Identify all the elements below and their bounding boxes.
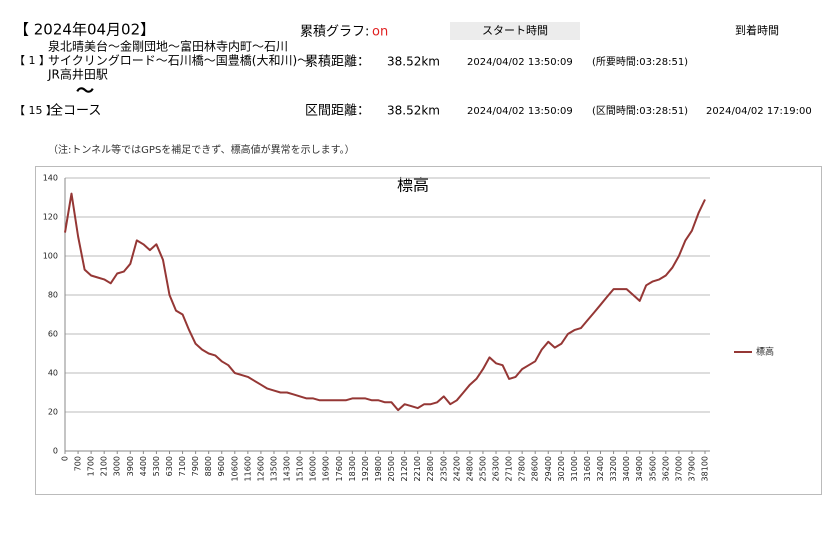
x-tick-label: 36200 <box>661 456 670 481</box>
legend-label: 標高 <box>756 346 774 358</box>
x-tick-label: 28600 <box>531 456 540 481</box>
chart-title: 標高 <box>397 176 429 195</box>
x-tick-label: 33200 <box>609 456 618 481</box>
x-tick-label: 16900 <box>322 456 331 481</box>
x-tick-label: 30200 <box>557 456 566 481</box>
duration: (区間時間:03:28:51) <box>592 105 688 117</box>
distance-label: 区間距離： <box>305 104 370 119</box>
distance-label: 累積距離： <box>305 55 370 70</box>
note: （注:トンネル等ではGPSを補足できず、標高値が異常を示します。） <box>48 143 355 156</box>
y-tick-label: 100 <box>43 252 58 261</box>
start-time: 2024/04/02 13:50:09 <box>467 106 573 117</box>
x-tick-label: 24800 <box>465 456 474 481</box>
x-tick-label: 32400 <box>596 456 605 481</box>
start-header-box <box>450 22 580 40</box>
x-tick-label: 8800 <box>204 456 213 476</box>
y-tick-label: 20 <box>48 408 58 417</box>
x-tick-label: 22800 <box>426 456 435 481</box>
route-mark: 〜 <box>76 81 94 102</box>
x-tick-label: 18300 <box>348 456 357 481</box>
x-tick-label: 15100 <box>296 456 305 481</box>
x-tick-label: 27800 <box>518 456 527 481</box>
x-tick-label: 34000 <box>622 456 631 481</box>
course-name: 全コース <box>50 103 101 119</box>
x-tick-label: 7900 <box>191 456 200 476</box>
x-tick-label: 4400 <box>139 456 148 476</box>
x-tick-label: 1700 <box>87 456 96 476</box>
x-tick-label: 31600 <box>583 456 592 481</box>
x-tick-label: 35600 <box>648 456 657 481</box>
y-tick-label: 140 <box>43 174 58 183</box>
graph-state[interactable]: on <box>372 25 388 40</box>
x-tick-label: 37000 <box>674 456 683 481</box>
route-line: サイクリングロード～石川橋～国豊橋(大和川)～ <box>48 54 309 68</box>
x-tick-label: 12600 <box>256 456 265 481</box>
x-tick-label: 6300 <box>165 456 174 476</box>
x-tick-label: 3000 <box>113 456 122 476</box>
x-tick-label: 22100 <box>413 456 422 481</box>
x-tick-label: 10600 <box>230 456 239 481</box>
x-tick-label: 24200 <box>452 456 461 481</box>
arrival-label: 到着時間 <box>735 23 779 37</box>
route-index: 【 1 】 <box>14 54 50 67</box>
x-tick-label: 34900 <box>635 456 644 481</box>
x-tick-label: 7100 <box>178 456 187 476</box>
x-tick-label: 14300 <box>283 456 292 481</box>
route-line: 泉北晴美台～金剛団地～富田林寺内町～石川 <box>48 39 288 54</box>
date: 【 2024年04月02】 <box>14 21 155 39</box>
x-tick-label: 29400 <box>544 456 553 481</box>
x-tick-label: 2100 <box>100 456 109 476</box>
arrival-time: 2024/04/02 17:19:00 <box>706 106 812 117</box>
x-tick-label: 16000 <box>309 456 318 481</box>
x-tick-label: 25500 <box>478 456 487 481</box>
line <box>64 192 706 412</box>
chart-frame <box>35 166 822 495</box>
x-tick-label: 20500 <box>387 456 396 481</box>
x-tick-label: 38100 <box>701 456 710 481</box>
x-tick-label: 26300 <box>492 456 501 481</box>
x-tick-label: 19200 <box>361 456 370 481</box>
duration: (所要時間:03:28:51) <box>592 56 688 68</box>
y-tick-label: 60 <box>48 330 58 339</box>
y-tick-label: 0 <box>53 447 58 456</box>
x-tick-label: 37900 <box>687 456 696 481</box>
x-tick-label: 23500 <box>439 456 448 481</box>
x-tick-label: 11600 <box>243 456 252 481</box>
y-tick-label: 80 <box>48 291 58 300</box>
start-time: 2024/04/02 13:50:09 <box>467 57 573 68</box>
x-tick-label: 17600 <box>335 456 344 481</box>
x-tick-label: 0 <box>61 456 70 461</box>
course-index: 【 15 】 <box>14 104 57 117</box>
x-tick-label: 700 <box>74 456 83 471</box>
start-label: スタート時間 <box>482 24 548 37</box>
x-tick-label: 5300 <box>152 456 161 476</box>
x-tick-label: 9600 <box>217 456 226 476</box>
x-tick-label: 21200 <box>400 456 409 481</box>
distance: 38.52km <box>387 55 440 69</box>
route-line: JR高井田駅 <box>47 67 108 82</box>
x-tick-label: 31000 <box>570 456 579 481</box>
y-tick-label: 120 <box>43 213 58 222</box>
distance: 38.52km <box>387 104 440 118</box>
graph-label: 累積グラフ: <box>300 25 369 40</box>
x-tick-label: 27100 <box>505 456 514 481</box>
y-tick-label: 40 <box>48 369 58 378</box>
x-tick-label: 3900 <box>126 456 135 476</box>
x-tick-label: 19800 <box>374 456 383 481</box>
x-tick-label: 13500 <box>269 456 278 481</box>
